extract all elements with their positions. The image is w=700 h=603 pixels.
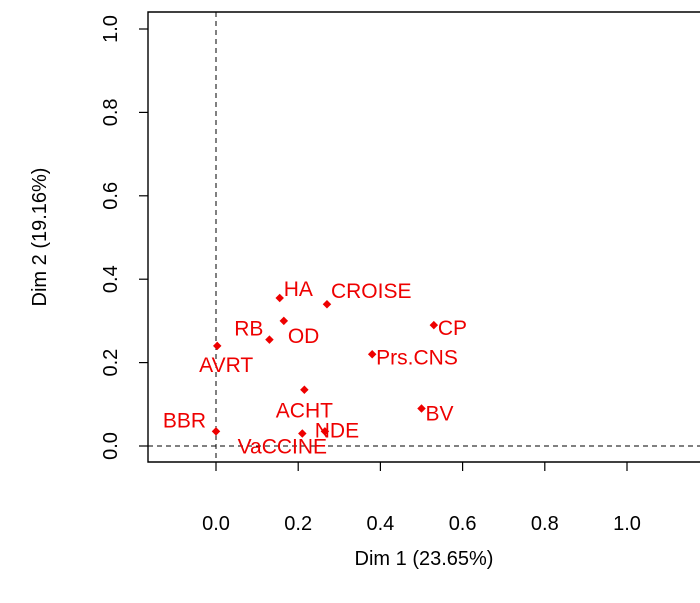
y-tick-label: 0.2 — [100, 349, 122, 377]
x-axis-label: Dim 1 (23.65%) — [355, 548, 494, 570]
data-point-label: VaCCINE — [238, 435, 327, 458]
plot-area — [147, 11, 700, 463]
data-point-label: BBR — [163, 409, 206, 432]
x-tick-label: 0.2 — [284, 513, 312, 535]
plot-frame — [147, 11, 700, 463]
x-axis: 0.0 0.2 0.4 0.6 0.8 1.0 — [202, 462, 641, 535]
data-point — [265, 335, 274, 344]
data-point — [211, 427, 221, 436]
data-point-label: CP — [438, 317, 467, 340]
data-point — [275, 293, 284, 303]
data-point — [417, 404, 426, 413]
data-point-label: AVRT — [199, 354, 253, 377]
data-point-label: OD — [288, 325, 320, 348]
data-point-label: BV — [426, 402, 454, 425]
data-point — [322, 299, 332, 309]
data-point-label: NDE — [315, 419, 359, 442]
y-tick-label: 1.0 — [100, 15, 122, 43]
data-point — [212, 341, 222, 351]
y-axis: 0.0 0.2 0.4 0.6 0.8 1.0 — [100, 15, 148, 460]
data-point-label: CROISE — [331, 280, 412, 303]
x-tick-label: 0.4 — [366, 513, 394, 535]
y-axis-label: Dim 2 (19.16%) — [29, 168, 51, 307]
x-tick-label: 0.0 — [202, 513, 230, 535]
x-tick-label: 1.0 — [613, 513, 641, 535]
x-tick-label: 0.6 — [449, 513, 477, 535]
data-point-label: Prs.CNS — [376, 346, 458, 369]
y-tick-label: 0.8 — [100, 98, 122, 126]
data-point-label: HA — [284, 278, 313, 301]
y-tick-label: 0.6 — [100, 182, 122, 210]
data-point — [320, 427, 330, 436]
data-point — [279, 316, 289, 326]
y-tick-label: 0.0 — [100, 432, 122, 460]
data-point — [300, 385, 309, 394]
data-point-label: ACHT — [276, 400, 333, 423]
data-point — [367, 350, 377, 359]
y-tick-label: 0.4 — [100, 265, 122, 293]
data-point-label: RB — [234, 318, 263, 341]
points-layer: HA CROISE RB OD CP AVRT Prs.CNS ACHT BV BBR NDEVaC… — [163, 278, 467, 459]
data-point — [298, 429, 307, 438]
data-point — [429, 320, 439, 330]
x-tick-label: 0.8 — [531, 513, 559, 535]
